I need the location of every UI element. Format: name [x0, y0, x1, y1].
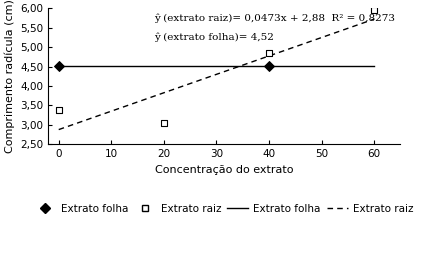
Legend: Extrato folha, Extrato raiz, Extrato folha, Extrato raiz: Extrato folha, Extrato raiz, Extrato fol…: [31, 200, 417, 218]
Point: [370, 8, 377, 12]
Point: [160, 121, 167, 125]
Point: [55, 64, 62, 68]
Text: ŷ (extrato folha)= 4,52: ŷ (extrato folha)= 4,52: [154, 33, 273, 42]
Point: [55, 108, 62, 112]
Point: [265, 64, 272, 68]
X-axis label: Concentração do extrato: Concentração do extrato: [155, 165, 293, 175]
Y-axis label: Comprimento radícula (cm): Comprimento radícula (cm): [4, 0, 15, 153]
Point: [265, 51, 272, 55]
Text: ŷ (extrato raiz)= 0,0473x + 2,88  R² = 0,8273: ŷ (extrato raiz)= 0,0473x + 2,88 R² = 0,…: [154, 14, 394, 23]
